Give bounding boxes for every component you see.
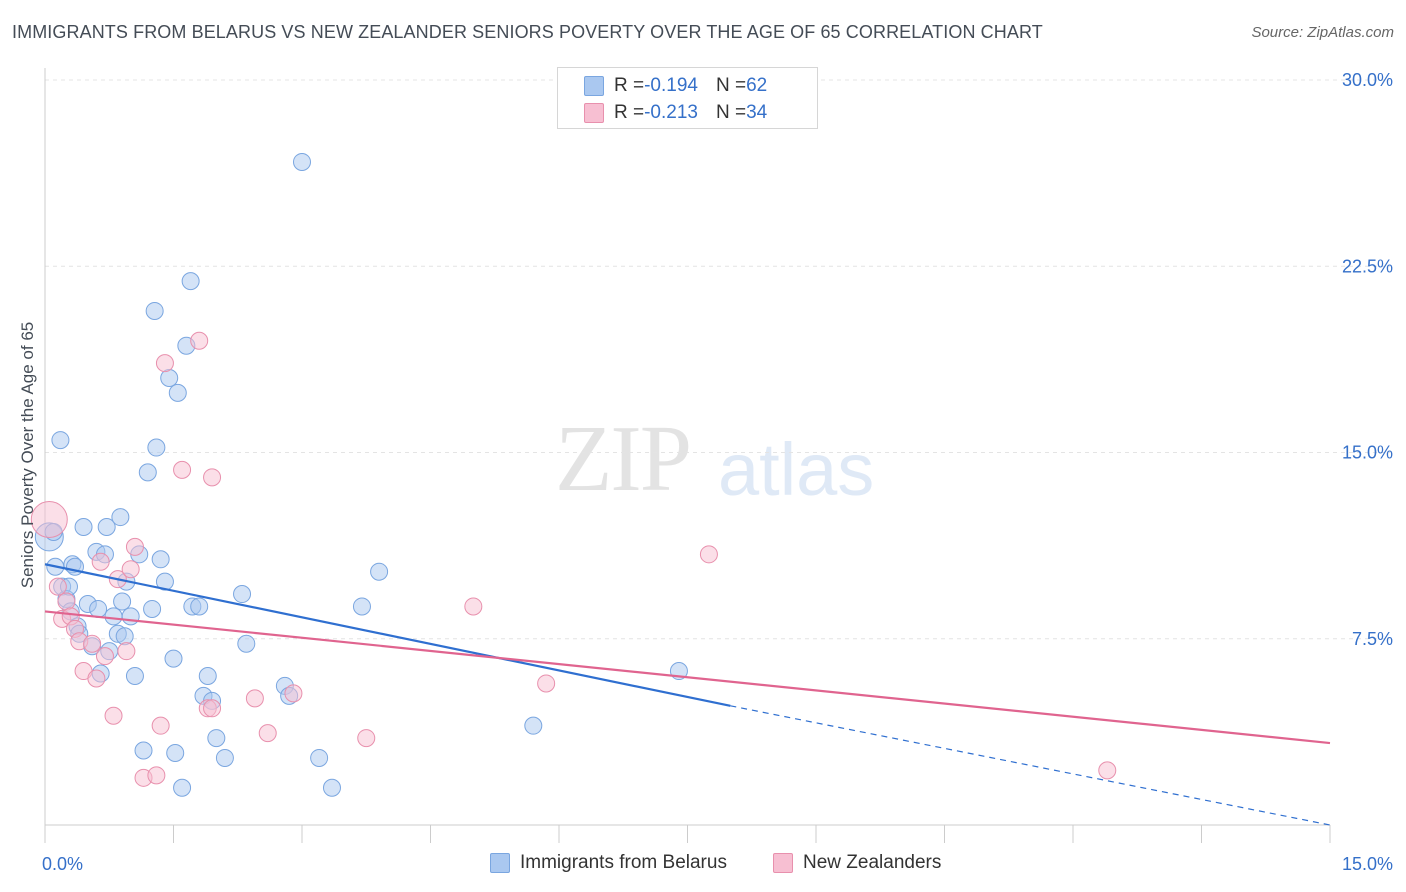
legend-swatch-belarus: [584, 76, 604, 96]
y-tick-label: 22.5%: [1342, 256, 1393, 276]
stats-legend: R = -0.194 N = 62 R = -0.213 N = 34: [557, 67, 818, 129]
belarus-point: [160, 369, 179, 387]
new-zealander-point: [537, 674, 556, 693]
belarus-point: [134, 741, 153, 760]
belarus-point: [198, 667, 217, 685]
new-zealander-point: [57, 592, 76, 611]
belarus-point: [51, 431, 70, 450]
legend-swatch-new-zealanders: [584, 103, 604, 123]
new-zealander-point: [1098, 761, 1117, 780]
new-zealander-point: [357, 729, 376, 748]
watermark-zip: ZIP: [555, 407, 692, 511]
belarus-point: [215, 748, 234, 767]
new-zealander-point: [117, 642, 136, 661]
belarus-point: [151, 550, 170, 569]
belarus-point: [310, 748, 329, 767]
new-zealander-point: [91, 552, 110, 571]
new-zealander-point: [173, 460, 192, 479]
belarus-point: [89, 599, 108, 618]
source-label: Source: ZipAtlas.com: [1251, 24, 1394, 41]
legend-n-label: N =: [715, 102, 747, 123]
y-axis-label: Seniors Poverty Over the Age of 65: [18, 321, 37, 589]
new-zealander-trend-line: [44, 610, 1331, 745]
belarus-point: [352, 597, 371, 616]
belarus-point: [322, 778, 341, 797]
belarus-point: [190, 597, 209, 616]
bottom-legend-label: Immigrants from Belarus: [520, 852, 727, 873]
belarus-point: [74, 518, 93, 536]
new-zealander-point: [104, 706, 123, 725]
x-tick-label: 15.0%: [1342, 854, 1393, 874]
y-tick-label: 30.0%: [1342, 70, 1393, 90]
belarus-point: [97, 518, 116, 536]
belarus-point: [115, 627, 134, 646]
new-zealander-point: [48, 577, 67, 596]
legend-r-value: -0.194: [644, 75, 698, 96]
new-zealander-point: [284, 684, 303, 703]
belarus-point: [164, 649, 183, 668]
belarus-point: [125, 667, 144, 685]
new-zealander-point: [95, 647, 114, 666]
new-zealander-point: [258, 724, 277, 743]
new-zealander-point: [203, 699, 222, 718]
belarus-point: [104, 607, 123, 626]
chart-title: IMMIGRANTS FROM BELARUS VS NEW ZEALANDER…: [12, 22, 1043, 42]
bottom-legend-label: New Zealanders: [803, 852, 942, 873]
belarus-point: [168, 383, 187, 402]
bottom-swatch-new-zealanders: [773, 853, 793, 873]
belarus-point: [166, 743, 185, 762]
new-zealander-point: [155, 354, 174, 373]
new-zealander-point: [83, 634, 102, 653]
trend-lines: [44, 563, 1331, 826]
tick-labels: 7.5% 15.0% 22.5% 30.0% 0.0% 15.0%: [42, 70, 1393, 874]
belarus-point: [181, 272, 200, 291]
bottom-swatch-belarus: [490, 853, 510, 873]
belarus-point: [138, 463, 157, 482]
belarus-point: [147, 438, 166, 457]
legend-row-belarus: R = -0.194 N = 62: [584, 73, 767, 99]
legend-row-new-zealanders: R = -0.213 N = 34: [584, 100, 767, 126]
belarus-point: [111, 508, 130, 527]
legend-r-label: R =: [614, 75, 645, 96]
belarus-point: [293, 152, 311, 171]
bottom-legend-new-zealanders: New Zealanders: [773, 852, 941, 874]
y-tick-label: 15.0%: [1342, 443, 1393, 463]
new-zealander-point: [151, 716, 170, 735]
x-tick-label: 0.0%: [42, 854, 83, 874]
new-zealander-point: [30, 501, 68, 539]
belarus-point: [370, 562, 389, 581]
belarus-point: [145, 301, 164, 320]
legend-n-value: 34: [746, 102, 768, 123]
new-zealander-point: [245, 689, 264, 708]
new-zealander-point: [464, 597, 483, 616]
new-zealander-point: [125, 537, 144, 556]
belarus-point: [173, 778, 192, 797]
belarus-point: [524, 716, 543, 735]
bottom-legend-belarus: Immigrants from Belarus: [490, 852, 727, 874]
watermark-atlas: atlas: [718, 428, 875, 511]
y-tick-label: 7.5%: [1352, 629, 1393, 649]
legend-r-label: R =: [614, 102, 645, 123]
belarus-point: [207, 729, 226, 748]
legend-r-value: -0.213: [644, 102, 698, 123]
new-zealander-point: [203, 468, 222, 487]
axes: [44, 68, 1331, 843]
new-zealander-point: [699, 545, 718, 564]
belarus-point: [237, 634, 256, 653]
belarus-trend-line: [44, 563, 731, 707]
new-zealander-point: [147, 766, 166, 785]
new-zealander-point: [190, 331, 209, 350]
legend-n-value: 62: [746, 75, 768, 96]
legend-n-label: N =: [715, 75, 747, 96]
belarus-point: [143, 599, 162, 618]
belarus-point: [233, 585, 252, 604]
belarus-trend-extension: [730, 705, 1331, 826]
new-zealander-point: [121, 560, 140, 579]
belarus-point: [113, 592, 132, 611]
data-points: [30, 152, 1117, 797]
belarus-point: [121, 607, 140, 626]
new-zealander-point: [87, 669, 106, 688]
